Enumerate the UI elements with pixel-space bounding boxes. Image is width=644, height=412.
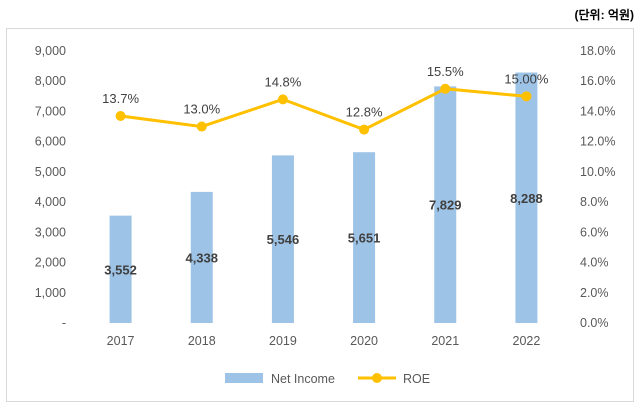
bar: [515, 72, 538, 323]
combo-chart: 3,552 4,338 5,546 5,651 7,829 8,288 13.7% 13.0…: [35, 44, 616, 386]
bar: [353, 152, 376, 323]
right-tick-label: 12.0%: [580, 135, 615, 149]
chart-frame: 3,552 4,338 5,546 5,651 7,829 8,288 13.7% 13.0…: [6, 28, 634, 402]
bar-value-label: 7,829: [429, 198, 462, 213]
roe-value-label: 15.5%: [427, 64, 464, 79]
roe-value-label: 12.8%: [346, 105, 383, 120]
left-tick-label: 5,000: [35, 165, 66, 179]
legend-swatch-net-income: [225, 373, 263, 383]
roe-point: [440, 83, 451, 94]
roe-point: [115, 110, 126, 121]
x-tick-label: 2021: [431, 334, 459, 348]
left-tick-label: 7,000: [35, 104, 66, 118]
right-axis: 0.0% 2.0% 4.0% 6.0% 8.0% 10.0% 12.0% 14.0% 16.0%…: [580, 44, 615, 330]
roe-value-label: 14.8%: [264, 74, 301, 89]
roe-line: [120, 87, 527, 132]
legend-marker-roe: [372, 373, 382, 383]
right-tick-label: 2.0%: [580, 286, 609, 300]
bar: [271, 155, 294, 323]
left-tick-label: 1,000: [35, 286, 66, 300]
bar-value-label: 5,546: [267, 232, 300, 247]
left-tick-label: -: [62, 316, 66, 330]
x-tick-label: 2019: [269, 334, 297, 348]
left-axis: - 1,000 2,000 3,000 4,000 5,000 6,000 7,000 8,00…: [35, 44, 66, 330]
roe-point: [196, 121, 207, 132]
x-axis: 2017 2018 2019 2020 2021 2022: [107, 334, 541, 348]
x-tick-label: 2018: [188, 334, 216, 348]
bar: [109, 215, 132, 323]
roe-point: [359, 124, 370, 135]
legend-label-roe: ROE: [403, 372, 430, 386]
roe-point: [277, 94, 288, 105]
bar: [190, 191, 213, 323]
bar-value-label: 8,288: [510, 191, 543, 206]
right-tick-label: 8.0%: [580, 195, 609, 209]
bar-labels-layer: 3,552 4,338 5,546 5,651 7,829 8,288: [104, 191, 542, 278]
line-layer: [115, 83, 532, 135]
legend: Net Income ROE: [225, 372, 430, 386]
left-tick-label: 8,000: [35, 74, 66, 88]
bar: [434, 86, 457, 323]
right-tick-label: 6.0%: [580, 225, 609, 239]
roe-labels-layer: 13.7% 13.0% 14.8% 12.8% 15.5% 15.00%: [102, 64, 549, 120]
x-tick-label: 2020: [350, 334, 378, 348]
x-tick-label: 2022: [513, 334, 541, 348]
roe-value-label: 13.0%: [183, 102, 220, 117]
right-tick-label: 16.0%: [580, 74, 615, 88]
left-tick-label: 3,000: [35, 225, 66, 239]
roe-value-label: 15.00%: [504, 71, 549, 86]
right-tick-label: 14.0%: [580, 104, 615, 118]
left-tick-label: 4,000: [35, 195, 66, 209]
unit-note: (단위: 억원): [574, 8, 634, 22]
right-tick-label: 0.0%: [580, 316, 609, 330]
right-tick-label: 4.0%: [580, 256, 609, 270]
roe-value-label: 13.7%: [102, 91, 139, 106]
roe-point: [521, 91, 532, 102]
right-tick-label: 10.0%: [580, 165, 615, 179]
left-tick-label: 9,000: [35, 44, 66, 58]
legend-label-net-income: Net Income: [271, 372, 335, 386]
bars-layer: [109, 72, 538, 323]
left-tick-label: 2,000: [35, 256, 66, 270]
bar-value-label: 4,338: [185, 250, 218, 265]
x-tick-label: 2017: [107, 334, 135, 348]
right-tick-label: 18.0%: [580, 44, 615, 58]
bar-value-label: 5,651: [348, 231, 381, 246]
bar-value-label: 3,552: [104, 262, 137, 277]
left-tick-label: 6,000: [35, 135, 66, 149]
